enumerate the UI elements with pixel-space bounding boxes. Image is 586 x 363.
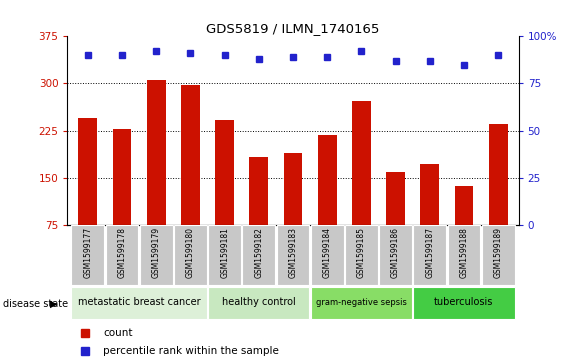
Bar xyxy=(71,287,207,319)
Bar xyxy=(386,172,405,272)
Bar xyxy=(71,225,104,285)
Text: GSM1599185: GSM1599185 xyxy=(357,227,366,278)
Bar xyxy=(215,120,234,272)
Bar xyxy=(243,225,275,285)
Bar xyxy=(79,118,97,272)
Title: GDS5819 / ILMN_1740165: GDS5819 / ILMN_1740165 xyxy=(206,22,380,35)
Bar xyxy=(105,225,138,285)
Text: GSM1599187: GSM1599187 xyxy=(425,227,434,278)
Bar xyxy=(250,157,268,272)
Bar xyxy=(311,225,343,285)
Text: tuberculosis: tuberculosis xyxy=(434,297,493,307)
Bar xyxy=(208,225,241,285)
Bar xyxy=(113,129,131,272)
Bar xyxy=(413,225,446,285)
Text: GSM1599177: GSM1599177 xyxy=(83,227,93,278)
Bar xyxy=(352,101,371,272)
Text: GSM1599188: GSM1599188 xyxy=(459,227,468,278)
Bar xyxy=(345,225,378,285)
Bar xyxy=(455,186,473,272)
Bar xyxy=(284,153,302,272)
Bar xyxy=(420,164,439,272)
Text: healthy control: healthy control xyxy=(222,297,296,307)
Bar xyxy=(318,135,336,272)
Text: metastatic breast cancer: metastatic breast cancer xyxy=(78,297,200,307)
Bar xyxy=(413,287,515,319)
Text: percentile rank within the sample: percentile rank within the sample xyxy=(104,346,280,356)
Text: GSM1599186: GSM1599186 xyxy=(391,227,400,278)
Text: GSM1599183: GSM1599183 xyxy=(288,227,298,278)
Bar xyxy=(277,225,309,285)
Text: GSM1599189: GSM1599189 xyxy=(493,227,503,278)
Text: ▶: ▶ xyxy=(50,299,57,309)
Bar xyxy=(379,225,412,285)
Text: count: count xyxy=(104,328,133,338)
Text: GSM1599184: GSM1599184 xyxy=(323,227,332,278)
Text: GSM1599182: GSM1599182 xyxy=(254,227,263,278)
Bar xyxy=(181,85,200,272)
Text: GSM1599179: GSM1599179 xyxy=(152,227,161,278)
Bar xyxy=(448,225,481,285)
Bar xyxy=(482,225,515,285)
Text: GSM1599181: GSM1599181 xyxy=(220,227,229,278)
Bar xyxy=(208,287,309,319)
Bar xyxy=(147,80,166,272)
Text: GSM1599180: GSM1599180 xyxy=(186,227,195,278)
Bar xyxy=(140,225,173,285)
Bar xyxy=(174,225,207,285)
Bar xyxy=(489,125,507,272)
Text: disease state: disease state xyxy=(3,299,68,309)
Bar xyxy=(311,287,412,319)
Text: gram-negative sepsis: gram-negative sepsis xyxy=(316,298,407,307)
Text: GSM1599178: GSM1599178 xyxy=(118,227,127,278)
